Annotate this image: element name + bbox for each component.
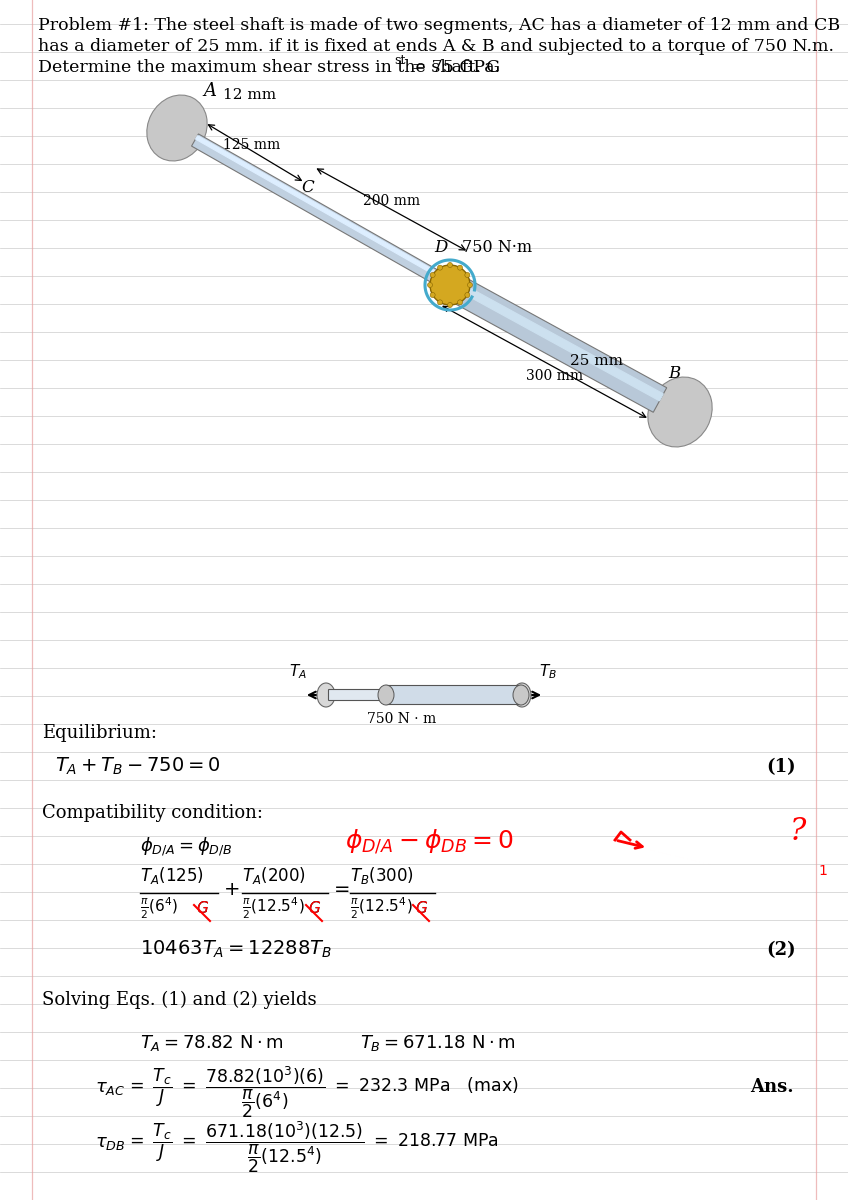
Ellipse shape (465, 293, 470, 298)
Text: $=\ \dfrac{T_c}{J}\ =\ \dfrac{78.82(10^3)(6)}{\dfrac{\pi}{2}(6^4)}\ =\ 232.3\ \m: $=\ \dfrac{T_c}{J}\ =\ \dfrac{78.82(10^3… (126, 1064, 519, 1121)
Text: =: = (334, 880, 350, 899)
Ellipse shape (513, 685, 529, 704)
Text: $\phi_{D/A} - \phi_{DB} = 0$: $\phi_{D/A} - \phi_{DB} = 0$ (345, 828, 514, 856)
Text: $G$: $G$ (308, 900, 321, 916)
Text: $G$: $G$ (308, 900, 321, 916)
Ellipse shape (648, 377, 712, 446)
Ellipse shape (467, 282, 472, 288)
Text: $T_A + T_B - 750 = 0$: $T_A + T_B - 750 = 0$ (55, 756, 220, 778)
Text: $10463T_A = 12288T_B$: $10463T_A = 12288T_B$ (140, 938, 332, 960)
Text: ?: ? (790, 816, 806, 847)
Text: 1: 1 (818, 864, 827, 878)
Text: Solving Eqs. (1) and (2) yields: Solving Eqs. (1) and (2) yields (42, 991, 316, 1009)
Text: B: B (668, 365, 680, 382)
Text: Determine the maximum shear stress in the shaft. G: Determine the maximum shear stress in th… (38, 59, 500, 76)
Text: C: C (301, 179, 314, 196)
Text: $G$: $G$ (196, 900, 209, 916)
Ellipse shape (430, 272, 435, 277)
Text: $\tau_{AC}$: $\tau_{AC}$ (95, 1079, 126, 1097)
Text: $T_A(200)$: $T_A(200)$ (242, 865, 306, 886)
Text: 200 mm: 200 mm (363, 194, 421, 209)
Text: has a diameter of 25 mm. if it is fixed at ends A & B and subjected to a torque : has a diameter of 25 mm. if it is fixed … (38, 38, 834, 55)
Text: $\phi_{D/A} = \phi_{D/B}$: $\phi_{D/A} = \phi_{D/B}$ (140, 836, 232, 858)
Ellipse shape (427, 282, 432, 288)
Text: $\frac{\pi}{2}(12.5^4)$: $\frac{\pi}{2}(12.5^4)$ (242, 896, 304, 922)
Polygon shape (444, 272, 667, 413)
FancyBboxPatch shape (386, 685, 522, 704)
Text: 25 mm: 25 mm (570, 354, 623, 368)
FancyBboxPatch shape (328, 690, 384, 701)
Text: $T_A = 78.82\ \mathrm{N \cdot m}$: $T_A = 78.82\ \mathrm{N \cdot m}$ (140, 1033, 283, 1054)
Ellipse shape (430, 265, 470, 305)
Ellipse shape (378, 685, 394, 704)
Ellipse shape (147, 95, 207, 161)
Text: $\frac{\pi}{2}(12.5^4)$: $\frac{\pi}{2}(12.5^4)$ (350, 896, 413, 922)
Text: Compatibility condition:: Compatibility condition: (42, 804, 263, 822)
Text: A: A (203, 82, 216, 100)
Text: Equilibrium:: Equilibrium: (42, 724, 157, 742)
Text: $=\ \dfrac{T_c}{J}\ =\ \dfrac{671.18(10^3)(12.5)}{\dfrac{\pi}{2}(12.5^4)}\ =\ 21: $=\ \dfrac{T_c}{J}\ =\ \dfrac{671.18(10^… (126, 1120, 499, 1175)
Text: = 75 GPa.: = 75 GPa. (406, 59, 500, 76)
Text: $T_A(125)$: $T_A(125)$ (140, 865, 204, 886)
Text: $T_B(300)$: $T_B(300)$ (350, 865, 414, 886)
Text: $G$: $G$ (415, 900, 428, 916)
Text: Problem #1: The steel shaft is made of two segments, AC has a diameter of 12 mm : Problem #1: The steel shaft is made of t… (38, 17, 840, 34)
Text: +: + (224, 880, 241, 899)
Polygon shape (196, 136, 453, 284)
Ellipse shape (465, 272, 470, 277)
Text: $T_B$: $T_B$ (539, 662, 557, 680)
Text: 750 N · m: 750 N · m (367, 712, 437, 726)
Text: (2): (2) (766, 941, 795, 959)
Text: $T_A$: $T_A$ (289, 662, 307, 680)
Text: $T_B = 671.18\ \mathrm{N \cdot m}$: $T_B = 671.18\ \mathrm{N \cdot m}$ (360, 1033, 516, 1054)
Text: Ans.: Ans. (750, 1078, 794, 1096)
Polygon shape (192, 134, 454, 292)
Ellipse shape (513, 683, 531, 707)
Ellipse shape (438, 265, 443, 270)
Text: $G$: $G$ (196, 900, 209, 916)
Polygon shape (449, 278, 663, 401)
Text: st: st (394, 54, 405, 67)
Text: D: D (434, 239, 448, 256)
Text: $\tau_{DB}$: $\tau_{DB}$ (95, 1134, 126, 1152)
Text: $\frac{\pi}{2}(6^4)$: $\frac{\pi}{2}(6^4)$ (140, 896, 178, 922)
Ellipse shape (317, 683, 335, 707)
Text: 12 mm: 12 mm (223, 88, 276, 102)
Ellipse shape (458, 300, 462, 305)
Ellipse shape (430, 293, 435, 298)
Ellipse shape (438, 300, 443, 305)
Text: 300 mm: 300 mm (527, 368, 583, 383)
Text: $G$: $G$ (415, 900, 428, 916)
Ellipse shape (448, 263, 453, 268)
Text: 125 mm: 125 mm (223, 138, 280, 151)
Text: 750 N·m: 750 N·m (462, 239, 533, 256)
Ellipse shape (448, 302, 453, 307)
Text: (1): (1) (766, 758, 795, 776)
Ellipse shape (458, 265, 462, 270)
